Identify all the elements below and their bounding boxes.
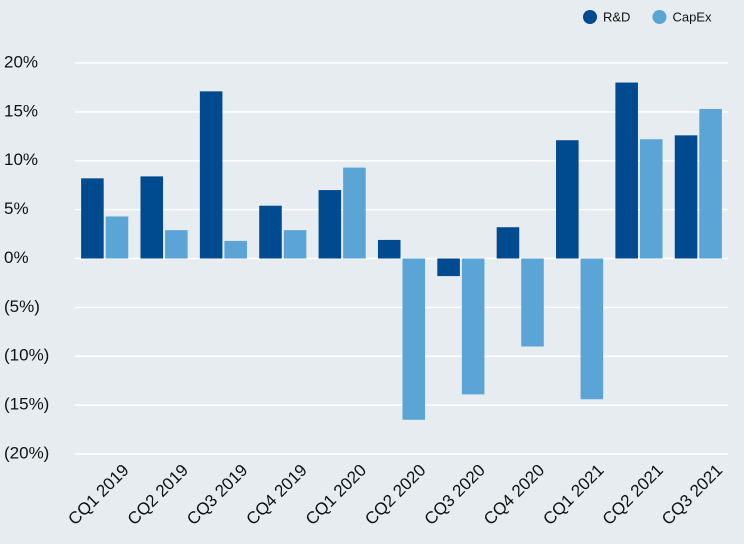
bar [81, 178, 104, 259]
x-tick-label: CQ1 2019 [64, 461, 132, 529]
bar [140, 176, 164, 259]
x-tick-label: CQ1 2021 [539, 461, 607, 529]
bar [377, 239, 401, 259]
bar [496, 227, 520, 259]
bar [556, 140, 579, 259]
y-tick-label: 20% [4, 52, 38, 71]
legend: R&D CapEx [583, 9, 712, 24]
legend-marker [652, 10, 667, 24]
bar [105, 216, 129, 259]
bar [343, 167, 366, 259]
legend-label: R&D [603, 9, 630, 24]
x-tick-label: CQ2 2019 [124, 461, 192, 529]
x-tick-label: CQ3 2021 [658, 461, 726, 529]
y-tick-label: (5%) [4, 297, 40, 316]
bar [199, 91, 223, 259]
bar [580, 258, 604, 400]
x-tick-label: CQ3 2020 [421, 461, 489, 529]
bar [639, 139, 663, 259]
legend-marker [583, 10, 597, 24]
x-tick-label: CQ2 2020 [361, 461, 429, 529]
x-tick-label: CQ4 2020 [480, 461, 548, 529]
bar [318, 190, 342, 259]
y-tick-label: 10% [4, 150, 38, 169]
x-tick-label: CQ4 2019 [243, 461, 311, 529]
bar [521, 258, 544, 347]
y-tick-label: (15%) [4, 395, 49, 414]
bar [259, 205, 282, 259]
y-tick-label: 5% [4, 199, 29, 218]
bar [674, 135, 698, 259]
y-tick-label: 0% [4, 248, 29, 267]
bar [699, 108, 722, 259]
x-tick-label: CQ2 2021 [599, 461, 667, 529]
bar [437, 258, 460, 277]
bar [615, 82, 638, 259]
legend-label: CapEx [672, 9, 712, 24]
bar [461, 258, 485, 395]
bar [283, 230, 307, 259]
x-tick-label: CQ3 2019 [183, 461, 251, 529]
y-tick-label: (10%) [4, 346, 49, 365]
y-tick-label: (20%) [4, 443, 49, 462]
x-tick-label: CQ1 2020 [302, 461, 370, 529]
bar [165, 230, 188, 259]
bar [402, 258, 426, 420]
y-tick-label: 15% [4, 101, 38, 120]
bar [224, 240, 247, 259]
